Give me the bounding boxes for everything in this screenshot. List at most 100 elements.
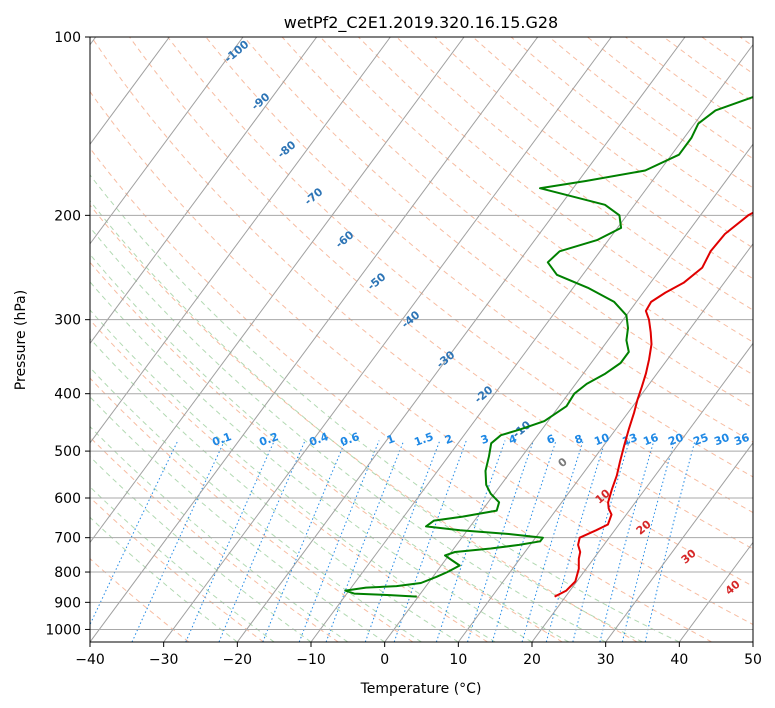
mixing-ratio-label: 36 bbox=[732, 431, 751, 449]
mixing-ratio-label: 25 bbox=[691, 431, 710, 448]
isotherm bbox=[310, 43, 753, 642]
mixing-ratio-label: 3 bbox=[479, 432, 491, 447]
mixing-ratio-label: 0.6 bbox=[338, 430, 361, 449]
dry-adiabat-label: -20 bbox=[472, 383, 496, 406]
x-axis: −40 −30 −20 −10 0 10 20 30 40 50 bbox=[75, 642, 762, 668]
isotherm bbox=[752, 641, 753, 642]
x-tick-label: 10 bbox=[449, 652, 467, 668]
dry-adiabat bbox=[90, 496, 264, 642]
chart-title: wetPf2_C2E1.2019.320.16.15.G28 bbox=[284, 13, 558, 33]
x-tick-label: 50 bbox=[744, 652, 762, 668]
y-tick-label: 400 bbox=[54, 387, 81, 403]
moist-adiabat bbox=[90, 174, 680, 642]
dry-adiabat bbox=[434, 37, 753, 280]
y-tick-label: 100 bbox=[54, 30, 81, 46]
mixing-ratio-label: 20 bbox=[666, 431, 685, 449]
dry-adiabat bbox=[167, 37, 753, 514]
dry-adiabat-label: 40 bbox=[723, 577, 743, 597]
x-tick-label: −10 bbox=[296, 652, 326, 668]
background-lines bbox=[90, 37, 753, 642]
mixing-ratio-line bbox=[131, 440, 226, 642]
isotherm bbox=[605, 442, 753, 642]
dry-adiabat bbox=[90, 90, 753, 626]
moist-adiabat bbox=[90, 516, 238, 642]
mixing-ratio-label: 0.4 bbox=[307, 430, 330, 449]
mixing-ratio-label: 1 bbox=[385, 432, 397, 447]
moist-adiabat bbox=[90, 425, 349, 642]
y-tick-label: 600 bbox=[54, 491, 81, 507]
dry-adiabat bbox=[358, 37, 753, 343]
dry-adiabat bbox=[548, 37, 753, 189]
mixing-ratio-label: 4 bbox=[507, 432, 519, 447]
moist-adiabat bbox=[90, 281, 533, 642]
y-tick-label: 900 bbox=[54, 595, 81, 611]
x-tick-label: 20 bbox=[523, 652, 541, 668]
dry-adiabat bbox=[90, 261, 563, 642]
mixing-ratio-line bbox=[218, 440, 306, 642]
plot-frame bbox=[89, 36, 754, 643]
dry-adiabat-label: -50 bbox=[365, 270, 389, 293]
mixing-ratio-line bbox=[521, 440, 584, 642]
isotherm bbox=[90, 37, 170, 146]
mixing-ratio-label: 1.5 bbox=[412, 430, 435, 449]
dry-adiabat-label: -80 bbox=[275, 138, 299, 161]
mixing-ratio-label: 8 bbox=[573, 432, 585, 447]
isotherm bbox=[90, 37, 465, 544]
dry-adiabat-label: 0 bbox=[556, 455, 570, 470]
mixing-ratio-line bbox=[545, 440, 606, 642]
y-tick-label: 200 bbox=[54, 208, 81, 224]
isotherm bbox=[531, 342, 753, 642]
x-tick-label: −40 bbox=[75, 652, 105, 668]
dry-adiabat-label: 30 bbox=[679, 546, 699, 566]
dry-adiabat bbox=[243, 37, 753, 443]
mixing-ratio-line bbox=[644, 440, 696, 642]
isotherm bbox=[90, 37, 391, 444]
mixing-ratio-line bbox=[467, 440, 534, 642]
isotherm bbox=[90, 37, 318, 345]
mixing-ratio-label: 30 bbox=[712, 431, 731, 449]
moist-adiabat bbox=[90, 366, 422, 642]
moist-adiabat bbox=[90, 486, 275, 642]
mixing-ratio-label: 6 bbox=[545, 432, 557, 447]
isotherm bbox=[457, 242, 753, 642]
isotherm bbox=[163, 37, 612, 642]
moist-adiabat bbox=[90, 455, 312, 642]
mixing-ratio-label: 2 bbox=[443, 432, 455, 447]
isotherm bbox=[90, 37, 244, 245]
dry-adiabat bbox=[281, 37, 753, 409]
y-axis-label: Pressure (hPa) bbox=[13, 290, 29, 390]
profile-lines bbox=[344, 95, 753, 598]
mixing-ratio-line bbox=[393, 440, 467, 642]
y-tick-label: 700 bbox=[54, 531, 81, 547]
mixing-ratio-line bbox=[90, 440, 179, 626]
mixing-ratio-line bbox=[185, 440, 275, 642]
dry-adiabat bbox=[739, 37, 753, 47]
y-tick-label: 300 bbox=[54, 313, 81, 329]
y-axis: 100 200 300 400 500 600 700 800 900 1000 bbox=[45, 30, 90, 638]
x-tick-label: −30 bbox=[149, 652, 179, 668]
x-tick-label: −20 bbox=[223, 652, 253, 668]
isotherm bbox=[90, 37, 539, 642]
moist-adiabat bbox=[90, 396, 385, 642]
mixing-ratio-line bbox=[572, 440, 630, 642]
dry-adiabat bbox=[90, 436, 339, 642]
mixing-ratio-label: 16 bbox=[641, 431, 660, 449]
dry-adiabat bbox=[90, 558, 190, 642]
dry-adiabat-label: -30 bbox=[434, 348, 458, 371]
x-tick-label: 40 bbox=[670, 652, 688, 668]
dry-adiabat-label: -70 bbox=[302, 185, 326, 208]
y-tick-label: 500 bbox=[54, 444, 81, 460]
mixing-ratio-line bbox=[621, 440, 675, 642]
mixing-ratio-line bbox=[364, 440, 441, 642]
dry-adiabat bbox=[396, 37, 753, 311]
x-tick-label: 30 bbox=[597, 652, 615, 668]
dry-adiabat-label: -100 bbox=[222, 38, 252, 66]
dry-adiabat bbox=[90, 37, 753, 587]
x-axis-label: Temperature (°C) bbox=[360, 681, 482, 697]
mixing-ratio-label: 10 bbox=[592, 431, 611, 449]
dry-adiabat-label: -90 bbox=[249, 90, 273, 113]
moist-adiabat bbox=[90, 200, 643, 642]
mixing-ratio-line bbox=[599, 440, 655, 642]
mixing-ratio-label: 0.1 bbox=[210, 430, 233, 449]
